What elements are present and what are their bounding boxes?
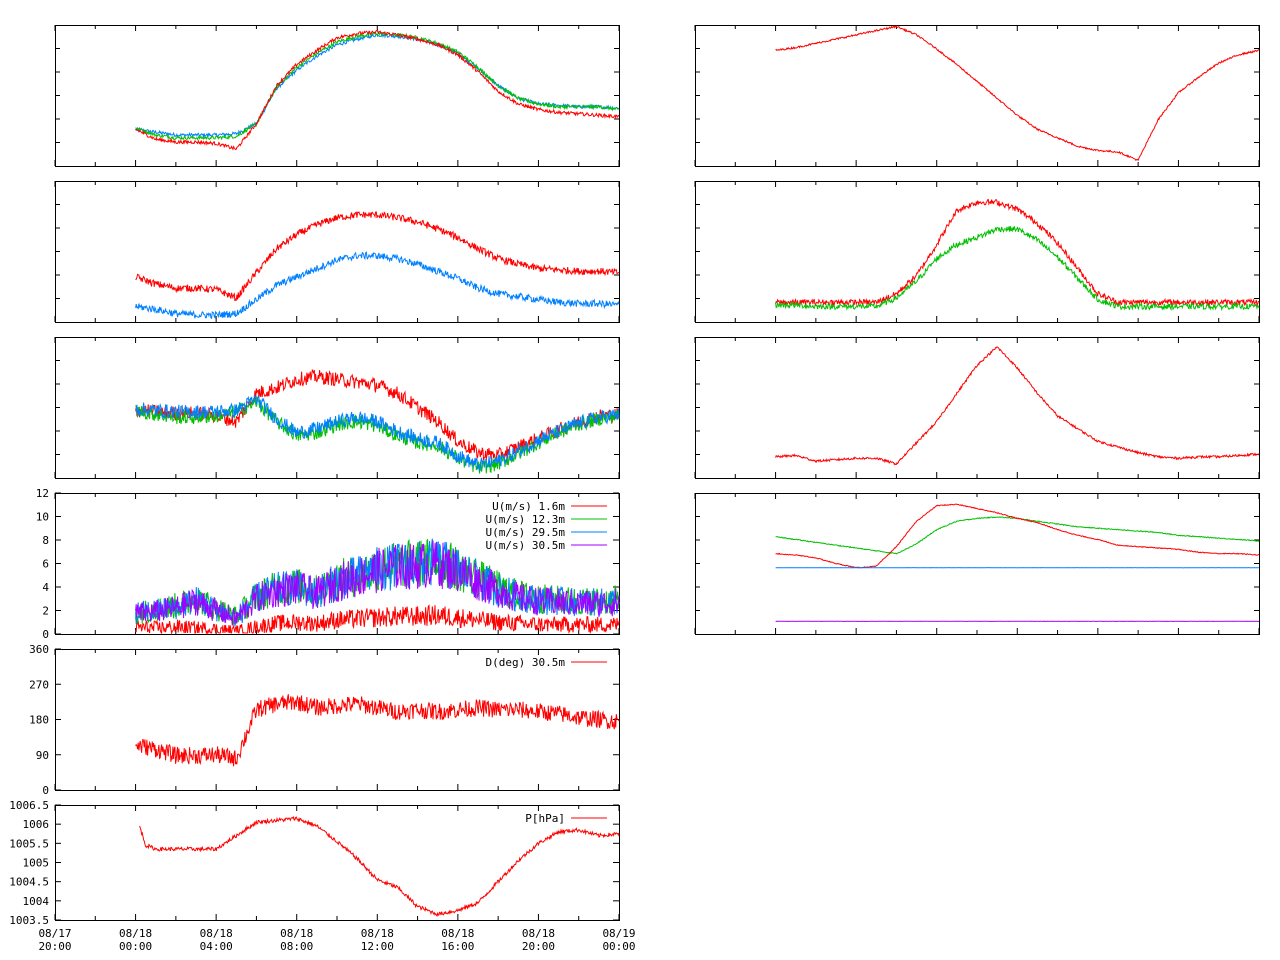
y-tick-label: 1004	[23, 895, 50, 908]
series-line	[135, 604, 620, 635]
y-tick-label: 1004.5	[9, 876, 49, 889]
x-tick-label: 08:00	[280, 940, 313, 953]
legend-label: U(m/s) 1.6m	[492, 500, 565, 513]
series-line	[135, 540, 620, 626]
y-tick-label: 10	[36, 511, 49, 524]
x-tick-label: 00:00	[602, 940, 635, 953]
series-line	[135, 394, 620, 472]
x-tick-label: 08/18	[280, 927, 313, 940]
y-tick-label: 12	[36, 487, 49, 500]
x-tick-label: 08/18	[522, 927, 555, 940]
panel-left-3	[54, 337, 620, 479]
series-line	[135, 32, 620, 139]
legend-label: U(m/s) 30.5m	[486, 539, 566, 552]
panel-left-1	[54, 25, 620, 167]
y-tick-label: 1005.5	[9, 837, 49, 850]
panel-left-6: 1003.5 1004 1004.5 1005 1005.5 1006 1006.5 08/1…	[9, 799, 635, 953]
panel-right-2	[694, 181, 1260, 323]
series-line	[135, 30, 620, 151]
x-tick-label: 12:00	[361, 940, 394, 953]
x-tick-label: 16:00	[441, 940, 474, 953]
y-tick-label: 1006.5	[9, 799, 49, 812]
y-tick-label: 90	[36, 749, 49, 762]
panel-right-4	[694, 493, 1260, 635]
y-tick-label: 0	[42, 784, 49, 797]
y-tick-label: 6	[42, 558, 49, 571]
x-tick-label: 08/18	[200, 927, 233, 940]
legend-label: U(m/s) 12.3m	[486, 513, 566, 526]
y-tick-label: 4	[42, 581, 49, 594]
x-tick-label: 04:00	[200, 940, 233, 953]
x-tick-label: 08/18	[119, 927, 152, 940]
y-tick-label: 2	[42, 605, 49, 618]
y-tick-label: 270	[29, 678, 49, 691]
series-line	[775, 226, 1260, 312]
y-tick-label: 1006	[23, 818, 50, 831]
panel-left-4: 0 2 4 6 8 10 12 U(m/s) 1.6mU(m/s) 12.3mU(m/s) 2…	[36, 487, 620, 641]
x-tick-label: 00:00	[119, 940, 152, 953]
y-tick-label: 0	[42, 628, 49, 641]
panel-right-3	[694, 337, 1260, 479]
y-tick-label: 180	[29, 714, 49, 727]
series-line	[775, 24, 1260, 161]
series-line	[775, 516, 1259, 555]
panel-left-5: 0 90 180 270 360 D(deg) 30.5m	[29, 643, 620, 797]
series-line	[135, 31, 620, 141]
series-line	[135, 538, 620, 626]
legend-label: P[hPa]	[525, 812, 565, 825]
x-tick-label: 08/19	[602, 927, 635, 940]
legend-label: U(m/s) 29.5m	[486, 526, 566, 539]
panel-right-1	[694, 24, 1260, 167]
x-tick-label: 08/18	[361, 927, 394, 940]
series-line	[135, 211, 620, 302]
plot-frame	[55, 25, 620, 167]
y-tick-label: 8	[42, 534, 49, 547]
x-tick-label: 20:00	[522, 940, 555, 953]
series-line	[775, 346, 1260, 466]
legend-label: D(deg) 30.5m	[486, 656, 566, 669]
x-tick-label: 08/17	[38, 927, 71, 940]
x-tick-label: 20:00	[38, 940, 71, 953]
plot-frame	[55, 649, 620, 791]
y-tick-label: 1003.5	[9, 914, 49, 927]
series-line	[775, 198, 1260, 307]
y-tick-label: 1005	[23, 857, 50, 870]
y-tick-label: 360	[29, 643, 49, 656]
series-line	[139, 815, 620, 917]
x-tick-label: 08/18	[441, 927, 474, 940]
panel-left-2	[54, 181, 620, 323]
series-line	[135, 694, 620, 767]
series-line	[135, 251, 620, 320]
plot-frame	[695, 493, 1260, 635]
plot-frame	[695, 25, 1260, 167]
